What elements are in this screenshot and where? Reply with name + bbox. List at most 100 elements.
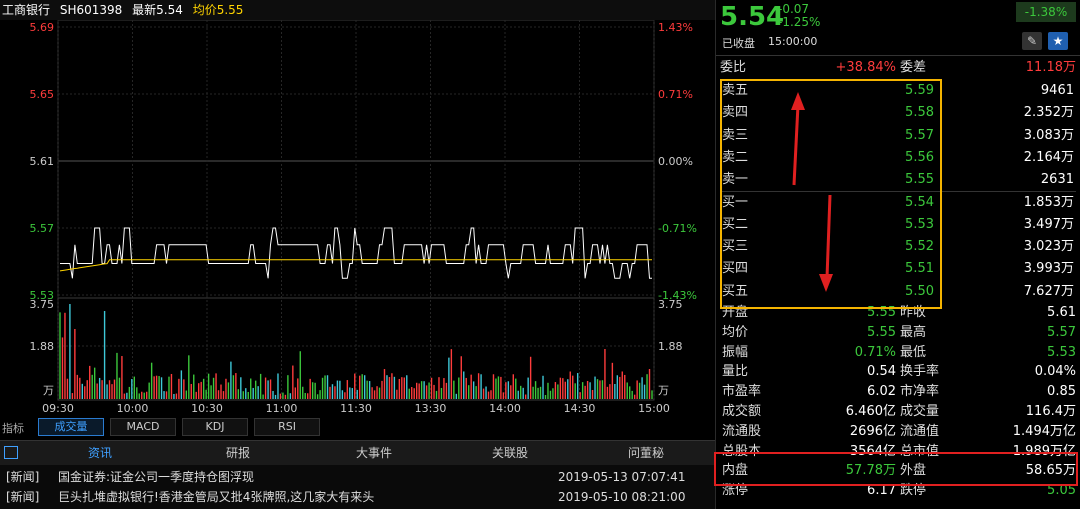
price-tick-label: 5.53 — [30, 289, 55, 302]
news-title[interactable]: 国金证券:证金公司一季度持仓图浮现 — [58, 470, 255, 484]
stat-value: 5.53 — [1047, 344, 1076, 360]
up-arrow-line — [792, 104, 800, 186]
stat-label: 涨停 — [722, 483, 749, 499]
intraday-chart[interactable]: 5.69 1.43% 5.65 0.71% 5.61 0.00% 5.57 -0.71% 5.5… — [0, 0, 715, 440]
book-level-price: 5.54 — [905, 194, 934, 210]
pct-tick-label: 0.00% — [658, 155, 693, 168]
book-level-label: 卖二 — [722, 149, 749, 165]
news-item[interactable]: [新闻] 巨头扎堆虚拟银行!香港金管局又批4张牌照,这几家大有来头 2019-0… — [0, 487, 715, 507]
stat-label: 总股本 — [722, 443, 762, 459]
volume-tick-label: 3.75 — [658, 298, 683, 311]
news-title[interactable]: 巨头扎堆虚拟银行!香港金管局又批4张牌照,这几家大有来头 — [58, 490, 375, 504]
tab-related[interactable]: 关联股 — [491, 446, 528, 460]
book-level-label: 买三 — [722, 239, 749, 255]
divider — [716, 55, 1080, 56]
book-level-volume: 2631 — [1040, 172, 1074, 188]
tab-kdj[interactable]: KDJ — [182, 418, 248, 436]
time-tick-label: 10:30 — [191, 402, 223, 415]
book-level-volume: 3.993万 — [1023, 261, 1074, 277]
tab-events[interactable]: 大事件 — [355, 446, 392, 460]
tab-macd[interactable]: MACD — [110, 418, 176, 436]
stat-value: 5.55 — [867, 324, 896, 340]
news-item[interactable]: [新闻] 国金证券:证金公司一季度持仓图浮现 2019-05-13 07:07:… — [0, 467, 715, 487]
price-tick-label: 5.57 — [30, 222, 55, 235]
intraday-chart-svg: 5.69 1.43% 5.65 0.71% 5.61 0.00% 5.57 -0.71% 5.5… — [30, 19, 697, 415]
stat-label: 成交额 — [722, 404, 762, 419]
stat-label: 均价 — [722, 324, 749, 340]
volume-tick-label: 万 — [43, 384, 54, 397]
arrow-annotations — [791, 92, 833, 292]
stock-name: 工商银行 — [2, 3, 51, 17]
stat-value: 6.02 — [867, 384, 896, 400]
book-level-price: 5.52 — [905, 239, 934, 255]
market-status: 已收盘 — [722, 37, 755, 50]
avg-price-label: 均价5.55 — [192, 3, 244, 17]
tab-rsi[interactable]: RSI — [254, 418, 320, 436]
stat-label: 流通值 — [900, 423, 940, 439]
edit-icon[interactable]: ✎ — [1022, 32, 1042, 50]
pct-tick-label: -0.71% — [658, 222, 697, 235]
pct-tick-label: -1.43% — [658, 289, 697, 302]
stat-value: 6.460亿 — [845, 404, 896, 419]
stat-value: 6.17 — [867, 483, 896, 499]
stat-value: 2696亿 — [849, 423, 896, 439]
down-arrow-icon — [819, 274, 833, 292]
time-tick-label: 15:00 — [638, 402, 670, 415]
book-level-volume: 3.023万 — [1023, 239, 1074, 255]
tab-research[interactable]: 研报 — [225, 446, 250, 460]
stat-value: 57.78万 — [845, 463, 896, 479]
book-level-price: 5.59 — [905, 83, 934, 98]
stat-label: 跌停 — [900, 483, 927, 499]
book-divider — [722, 191, 1076, 192]
stat-label: 内盘 — [722, 463, 749, 479]
book-level-price: 5.57 — [905, 127, 934, 143]
weibi-value: +38.84% — [835, 60, 896, 75]
stat-value: 116.4万 — [1025, 404, 1076, 419]
news-tabs: 资讯 研报 大事件 关联股 问董秘 — [0, 441, 715, 465]
book-level-volume: 3.083万 — [1023, 127, 1074, 143]
book-level-volume: 2.352万 — [1023, 105, 1074, 121]
stat-value: 5.61 — [1047, 305, 1076, 320]
up-arrow-icon — [791, 92, 805, 110]
stat-value: 0.54 — [867, 364, 896, 380]
book-level-price: 5.55 — [905, 172, 934, 188]
news-time: 2019-05-13 07:07:41 — [558, 470, 686, 484]
avg-price-line — [59, 259, 652, 272]
book-level-price: 5.53 — [905, 216, 934, 232]
change-badge: -1.38% — [1016, 2, 1076, 22]
stat-value: 5.57 — [1047, 324, 1076, 340]
price-line — [60, 227, 652, 279]
news-tag: [新闻] — [6, 470, 40, 484]
favorite-star-icon[interactable]: ★ — [1048, 32, 1068, 50]
tab-ask-secretary[interactable]: 问董秘 — [627, 446, 664, 460]
book-level-volume: 2.164万 — [1023, 149, 1074, 165]
book-level-volume: 3.497万 — [1023, 216, 1074, 232]
stat-label: 最高 — [900, 324, 927, 340]
price-tick-label: 5.61 — [30, 155, 55, 168]
time-tick-label: 11:00 — [266, 402, 298, 415]
indicator-label: 指标 — [2, 422, 24, 435]
tab-news[interactable]: 资讯 — [87, 446, 112, 460]
stat-value: 1.989万亿 — [1012, 443, 1076, 459]
price-tick-label: 5.65 — [30, 88, 55, 101]
book-level-price: 5.50 — [905, 283, 934, 299]
stat-label: 换手率 — [900, 364, 940, 380]
news-panel-icon[interactable] — [4, 446, 18, 459]
time-tick-label: 10:00 — [117, 402, 149, 415]
stat-value: 3564亿 — [849, 443, 896, 459]
news-panel: 资讯 研报 大事件 关联股 问董秘 [新闻] 国金证券:证金公司一季度持仓图浮现… — [0, 440, 715, 509]
stat-label: 市盈率 — [722, 384, 762, 400]
weicha-value: 11.18万 — [1025, 60, 1076, 75]
pct-tick-label: 1.43% — [658, 21, 693, 34]
time-tick-label: 14:30 — [564, 402, 596, 415]
stat-label: 最低 — [900, 344, 927, 360]
latest-price-label: 最新5.54 — [132, 3, 183, 17]
book-level-volume: 9461 — [1040, 83, 1074, 98]
news-time: 2019-05-10 08:21:00 — [558, 490, 686, 504]
stock-code: SH601398 — [59, 3, 123, 17]
volume-tick-label: 1.88 — [30, 340, 55, 353]
stat-label: 量比 — [722, 364, 749, 380]
stat-label: 流通股 — [722, 423, 762, 439]
order-book-highlight-box — [720, 79, 942, 309]
tab-volume[interactable]: 成交量 — [38, 418, 104, 436]
